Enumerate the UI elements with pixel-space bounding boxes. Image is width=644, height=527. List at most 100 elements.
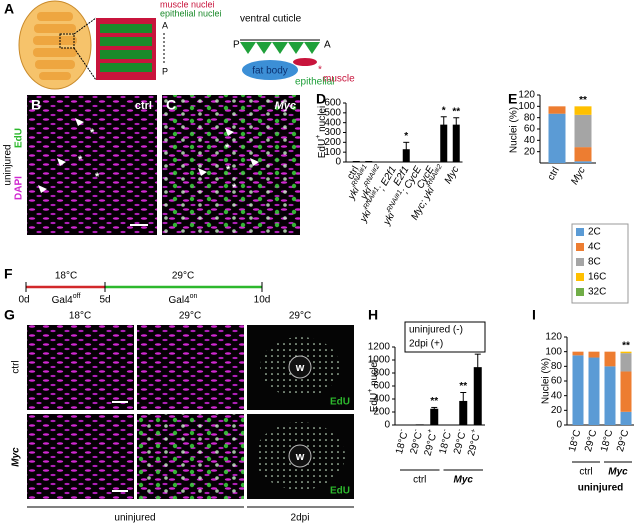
group-label: Myc [608, 467, 628, 478]
y-tick-label: 100 [324, 147, 341, 158]
micrograph [27, 95, 157, 235]
stain-label: DAPI [14, 176, 25, 200]
text-part: - [442, 428, 450, 433]
y-tick-label: 20 [524, 146, 536, 157]
y-tick-label: 500 [324, 107, 341, 118]
x-tick-label: 29°C [583, 429, 599, 453]
text-part: RNAi#1 [386, 189, 404, 213]
micrograph [27, 325, 134, 410]
bar [473, 367, 482, 425]
y-tick-label: 200 [324, 137, 341, 148]
temp-label: 18°C [55, 271, 77, 282]
y-tick-label: 40 [551, 390, 563, 401]
y-tick-label: 800 [373, 368, 390, 379]
significance: * [442, 105, 446, 116]
legend-swatch [576, 288, 584, 296]
text-part: 29°C [422, 433, 438, 457]
bar [415, 424, 424, 425]
condition-label: Myc [275, 100, 296, 112]
bar-segment [574, 106, 592, 115]
day-label: 10d [254, 295, 271, 306]
wound [288, 355, 312, 379]
temp-label: 29°C [172, 271, 194, 282]
column-label: 29°C [289, 311, 311, 322]
group-label: Myc [454, 475, 474, 486]
condition-label: uninjured [114, 513, 155, 524]
panel-letter: I [532, 307, 536, 323]
panel-letter: B [31, 97, 41, 113]
label-p: P [233, 40, 240, 51]
fat-body [242, 60, 298, 80]
y-axis-label: Nuclei (%) [509, 107, 520, 153]
column-label: 18°C [69, 311, 91, 322]
edu-label: EdU [330, 397, 350, 408]
y-tick-label: 0 [335, 157, 341, 168]
text-part: on [190, 293, 198, 300]
legend-box [404, 321, 486, 353]
axis-anterior: A [162, 20, 168, 30]
bar-segment [548, 113, 566, 163]
bar-segment [572, 351, 584, 356]
y-tick-label: 60 [551, 376, 563, 387]
panel-letter: F [4, 266, 13, 282]
row-label: Myc [11, 447, 22, 467]
y-tick-label: 600 [324, 98, 341, 109]
text-part: - [456, 428, 464, 433]
text-part: nuclei [369, 360, 380, 389]
column-label: 29°C [179, 311, 201, 322]
marker: * [90, 127, 95, 139]
legend-text: 2dpi (+) [409, 339, 443, 350]
panel-letter: D [316, 91, 326, 107]
text-part: + [427, 428, 435, 434]
group-label: ctrl [579, 467, 592, 478]
marker: * [78, 154, 83, 166]
wound-label: w [295, 451, 305, 463]
wound [288, 444, 312, 468]
y-tick-label: 400 [373, 394, 390, 405]
x-tick-label: Myc [442, 164, 461, 185]
larva-segments [33, 12, 77, 80]
text-part: Gal4 [52, 295, 74, 306]
x-tick-label: 29°C [615, 429, 631, 453]
row-label: uninjured [3, 144, 14, 185]
y-tick-label: 80 [524, 112, 536, 123]
x-tick-label: Myc [569, 165, 588, 186]
panel-letter: G [4, 307, 15, 323]
gal4-off: Gal4off [52, 293, 81, 305]
text-part: + [470, 428, 478, 434]
text-part: off [73, 293, 81, 300]
panel-letter: A [4, 1, 14, 17]
bar [352, 161, 360, 162]
muscle-asterisk: * [318, 65, 322, 76]
legend-epithelial: epithelial nuclei [160, 8, 222, 18]
legend-entry: 8C [588, 257, 601, 268]
x-tick-label: 29°C+ [464, 428, 483, 457]
bar [459, 400, 468, 425]
day-label: 5d [99, 295, 110, 306]
text-part: Myc [442, 164, 461, 185]
micrograph [137, 325, 244, 410]
label-fat-body: fat body [252, 66, 288, 77]
label-muscle: muscle [323, 74, 355, 85]
text-part: - [413, 428, 421, 433]
significance: ** [452, 106, 460, 117]
micrograph [27, 414, 134, 499]
marker: * [232, 182, 237, 194]
legend-swatch [576, 243, 584, 251]
inset-epithelium [100, 24, 152, 72]
epithelium [240, 42, 320, 54]
legend-entry: 4C [588, 242, 601, 253]
x-axis-label: uninjured [578, 483, 624, 494]
text-part: nuclei [317, 106, 328, 135]
markers: * * * * * * [78, 127, 237, 194]
bar-segment [620, 351, 632, 354]
y-tick-label: 100 [518, 101, 535, 112]
label-a: A [324, 40, 331, 51]
y-axis-label: EdU+ nuclei [367, 360, 379, 412]
significance: ** [622, 340, 630, 351]
condition-label: ctrl [135, 100, 152, 112]
y-tick-label: 1200 [368, 342, 391, 353]
significance: ** [459, 381, 467, 392]
y-tick-label: 1000 [368, 355, 391, 366]
